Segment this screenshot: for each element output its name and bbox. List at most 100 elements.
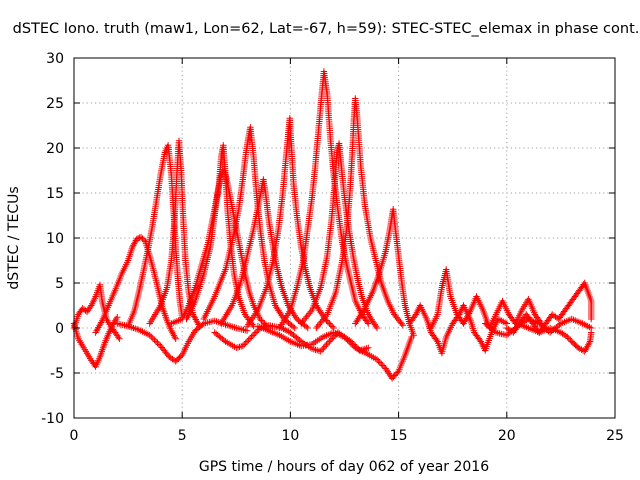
plus-marker <box>171 334 178 341</box>
plus-marker <box>575 344 582 351</box>
plus-marker <box>586 339 593 347</box>
plus-marker <box>93 327 100 334</box>
plus-marker <box>365 344 372 351</box>
plus-marker <box>296 337 303 344</box>
plus-marker <box>353 344 360 351</box>
plus-marker <box>290 323 297 330</box>
plus-marker <box>245 336 252 344</box>
plus-marker <box>220 337 228 344</box>
y-tick-label: 20 <box>46 141 64 157</box>
plus-marker <box>149 335 156 342</box>
plus-marker <box>155 341 163 348</box>
plus-marker <box>116 335 123 342</box>
plus-marker <box>249 332 257 339</box>
plus-marker <box>256 315 264 323</box>
plus-marker <box>373 324 381 332</box>
plus-marker <box>115 334 122 341</box>
plus-marker <box>137 233 145 241</box>
plus-marker <box>461 318 468 325</box>
plus-marker <box>140 236 148 244</box>
y-tick-label: 30 <box>46 51 64 67</box>
plus-marker <box>258 317 265 324</box>
plus-marker <box>320 344 327 352</box>
plus-marker <box>251 330 258 338</box>
plus-marker <box>172 335 179 342</box>
plus-marker <box>352 342 359 350</box>
plus-marker <box>302 315 309 322</box>
x-tick-label: 20 <box>498 428 516 444</box>
x-tick-label: 10 <box>281 428 299 444</box>
plus-marker <box>146 332 153 339</box>
plus-marker <box>291 324 298 332</box>
plus-marker <box>254 327 261 335</box>
plus-marker <box>194 319 201 327</box>
plus-marker <box>246 335 254 342</box>
plus-marker <box>384 368 391 375</box>
plus-marker <box>581 348 588 355</box>
y-tick-label: 0 <box>55 321 64 337</box>
plus-marker <box>148 333 155 340</box>
plus-marker <box>318 346 326 353</box>
x-tick-label: 0 <box>70 428 79 444</box>
plus-marker <box>234 344 242 351</box>
y-tick-label: 15 <box>46 186 64 202</box>
plus-marker <box>326 320 333 327</box>
plus-marker <box>323 341 330 348</box>
plus-marker <box>243 313 250 320</box>
plus-marker <box>317 348 324 355</box>
y-tick-label: -10 <box>41 411 64 427</box>
plus-marker <box>139 235 146 242</box>
plus-marker <box>567 336 574 344</box>
x-tick-label: 5 <box>178 428 187 444</box>
plus-marker <box>342 334 350 342</box>
plus-marker <box>379 362 386 369</box>
plus-marker <box>588 315 595 323</box>
x-tick-label: 25 <box>606 428 624 444</box>
plus-marker <box>330 333 337 341</box>
plus-marker <box>556 321 563 328</box>
plus-marker <box>259 318 267 326</box>
axis-ticks: 0 5 10 15 20 25 -10 -5 0 5 10 15 20 25 30 <box>41 51 624 444</box>
plus-marker <box>476 336 483 344</box>
x-axis-label: GPS time / hours of day 062 of year 2016 <box>199 459 489 475</box>
plus-marker <box>166 353 173 360</box>
plus-marker <box>365 320 372 327</box>
plus-marker <box>324 339 332 347</box>
plus-marker <box>136 234 143 241</box>
plus-marker <box>130 242 137 249</box>
plus-marker <box>248 333 255 341</box>
plus-marker <box>398 320 405 327</box>
y-tick-label: 5 <box>55 276 64 292</box>
plus-marker <box>588 324 595 332</box>
plus-marker <box>465 311 472 319</box>
plus-marker <box>324 318 332 326</box>
plus-marker <box>241 341 248 348</box>
plus-marker <box>190 313 198 320</box>
plus-marker <box>327 321 334 329</box>
y-tick-label: 10 <box>46 231 64 247</box>
plus-marker <box>317 319 324 327</box>
plus-marker <box>199 321 206 328</box>
plus-marker <box>350 341 358 348</box>
x-tick-label: 15 <box>390 428 408 444</box>
plus-marker <box>394 369 401 376</box>
plus-marker <box>376 359 383 366</box>
plus-marker <box>151 336 158 343</box>
plus-marker <box>303 323 310 330</box>
plus-marker <box>349 339 356 347</box>
plus-marker <box>375 357 382 365</box>
plus-marker <box>169 329 176 336</box>
plus-marker <box>399 322 407 329</box>
plus-marker <box>243 338 251 345</box>
plus-marker <box>242 339 249 347</box>
plus-marker <box>329 335 336 342</box>
plus-marker <box>97 320 104 328</box>
plus-marker <box>565 335 572 342</box>
plus-marker <box>154 339 161 347</box>
plus-marker <box>559 330 566 337</box>
plus-marker <box>364 318 371 326</box>
plus-marker <box>152 338 160 345</box>
y-tick-label: 25 <box>46 96 64 112</box>
plus-marker <box>239 342 246 350</box>
plus-marker <box>321 343 329 350</box>
